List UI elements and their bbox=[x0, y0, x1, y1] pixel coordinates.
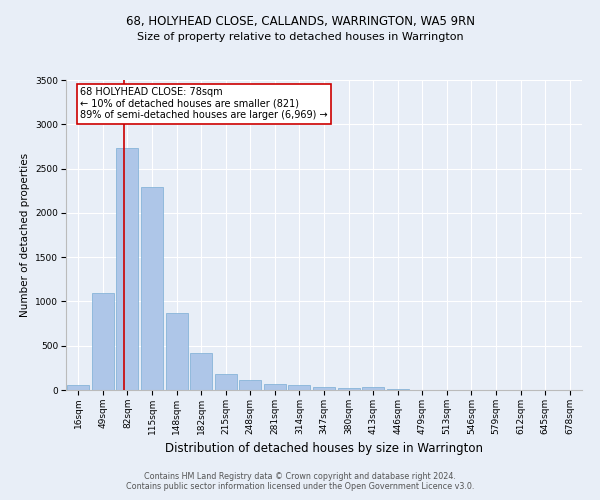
Bar bbox=[92, 293, 114, 390]
Text: Contains public sector information licensed under the Open Government Licence v3: Contains public sector information licen… bbox=[126, 482, 474, 491]
Y-axis label: Number of detached properties: Number of detached properties bbox=[20, 153, 30, 317]
Bar bbox=[141, 187, 163, 390]
Bar bbox=[215, 374, 237, 390]
Text: 68, HOLYHEAD CLOSE, CALLANDS, WARRINGTON, WA5 9RN: 68, HOLYHEAD CLOSE, CALLANDS, WARRINGTON… bbox=[125, 15, 475, 28]
Text: Size of property relative to detached houses in Warrington: Size of property relative to detached ho… bbox=[137, 32, 463, 42]
Bar bbox=[190, 353, 212, 390]
Bar bbox=[166, 313, 188, 390]
Bar bbox=[67, 385, 89, 390]
Bar bbox=[313, 387, 335, 390]
Bar bbox=[338, 388, 359, 390]
Bar bbox=[386, 388, 409, 390]
Bar bbox=[239, 380, 262, 390]
Bar bbox=[264, 384, 286, 390]
X-axis label: Distribution of detached houses by size in Warrington: Distribution of detached houses by size … bbox=[165, 442, 483, 456]
Bar bbox=[289, 385, 310, 390]
Text: Contains HM Land Registry data © Crown copyright and database right 2024.: Contains HM Land Registry data © Crown c… bbox=[144, 472, 456, 481]
Text: 68 HOLYHEAD CLOSE: 78sqm
← 10% of detached houses are smaller (821)
89% of semi-: 68 HOLYHEAD CLOSE: 78sqm ← 10% of detach… bbox=[80, 87, 328, 120]
Bar bbox=[116, 148, 139, 390]
Bar bbox=[362, 388, 384, 390]
